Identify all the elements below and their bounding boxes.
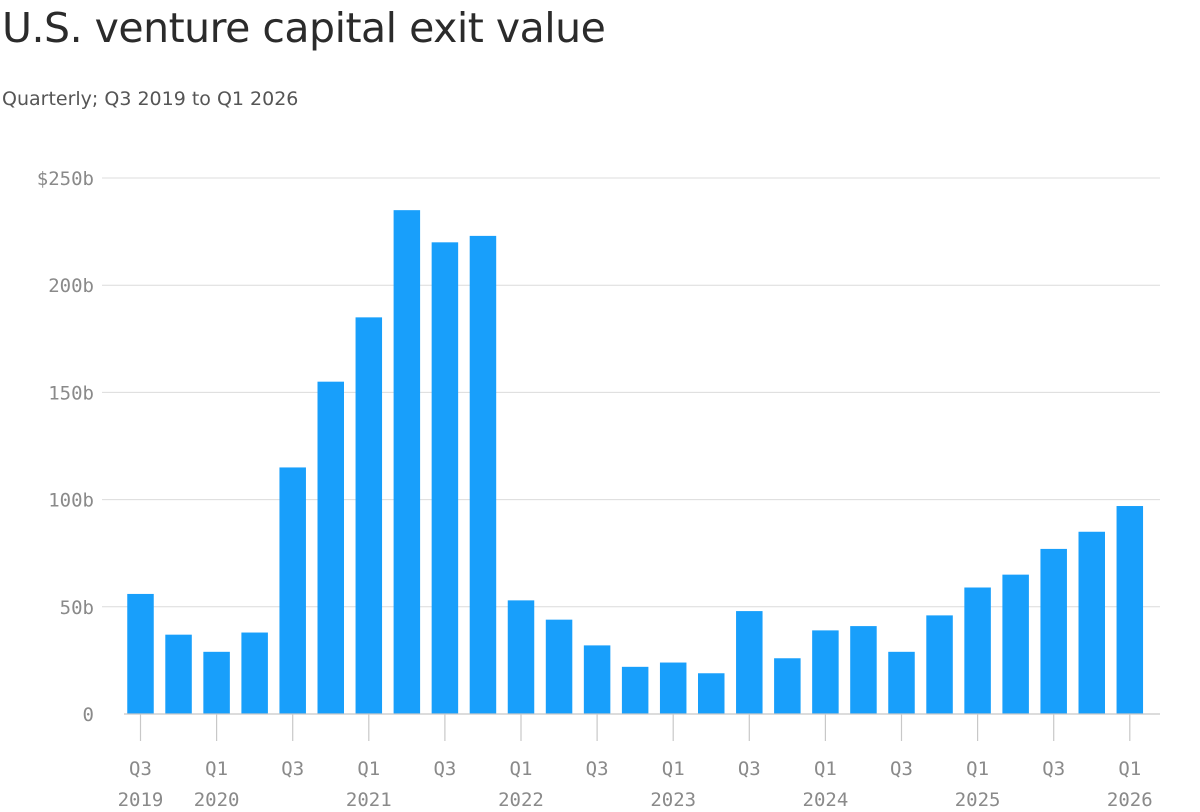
x-tick-year-label: 2022 [498,789,544,811]
bar: Q4 2025 [1078,531,1105,714]
chart-subtitle: Quarterly; Q3 2019 to Q1 2026 [2,88,299,110]
x-tick-quarter-label: Q3 [738,758,761,780]
y-tick-label: $250b [37,168,94,190]
bar: Q4 2024 [926,615,953,714]
y-tick-label: 100b [48,490,94,512]
x-tick-year-label: 2021 [346,789,392,811]
x-tick-quarter-label: Q1 [510,758,533,780]
bar: Q2 2023 [698,673,725,714]
x-tick-quarter-label: Q3 [1042,758,1065,780]
x-tick-year-label: 2026 [1107,789,1153,811]
x-tick-year-label: 2025 [955,789,1001,811]
bar: Q1 2025 [964,587,991,714]
bar: Q3 2020 [279,467,306,714]
bar: Q4 2019 [165,634,192,714]
x-tick-quarter-label: Q1 [814,758,837,780]
bar: Q3 2023 [736,611,763,714]
x-tick-quarter-label: Q1 [966,758,989,780]
y-tick-label: 200b [48,275,94,297]
x-tick-year-label: 2020 [194,789,240,811]
y-tick-label: 0 [83,704,94,726]
bar: Q1 2023 [659,662,687,714]
x-tick-quarter-label: Q3 [129,758,152,780]
bar: Q3 2019 [127,593,154,714]
gridlines [102,177,1160,608]
x-tick-quarter-label: Q1 [205,758,228,780]
bar: Q1 2026 [1116,506,1144,714]
bar: Q1 2022 [507,600,535,714]
x-tick-year-label: 2023 [650,789,696,811]
bar: Q2 2020 [241,632,268,714]
x-tick-quarter-label: Q1 [1118,758,1141,780]
bar: Q3 2022 [583,645,611,714]
bar: Q1 2020 [203,651,230,714]
bar: Q4 2021 [469,235,497,714]
bar: Q1 2021 [355,317,383,714]
bar: Q4 2020 [317,381,344,714]
x-tick-quarter-label: Q3 [586,758,609,780]
bar: Q2 2025 [1002,574,1029,714]
bar: Q3 2024 [888,651,915,714]
bar: Q2 2021 [393,210,421,714]
y-tick-label: 150b [48,382,94,404]
bar: Q2 2024 [850,626,877,714]
x-axis: Q3 2019 Q1 2020 Q3 Q1 2021 Q3 Q1 2022 Q3 Q1 2023 Q3 Q1… [118,713,1160,811]
bar: Q4 2022 [621,666,649,714]
y-axis-labels: 0 50b 100b 150b 200b $250b [37,168,94,726]
x-tick-year-label: 2019 [118,789,164,811]
x-tick-quarter-label: Q3 [890,758,913,780]
x-tick-quarter-label: Q1 [662,758,685,780]
x-tick-quarter-label: Q1 [357,758,380,780]
x-tick-quarter-label: Q3 [433,758,456,780]
x-tick-year-label: 2024 [803,789,849,811]
x-tick-quarter-label: Q3 [281,758,304,780]
bar: Q3 2025 [1040,548,1067,714]
bar: Q1 2024 [812,630,839,714]
bar: Q3 2021 [431,242,459,714]
bars: Q3 2019 Q4 2019 Q1 2020 Q2 2020 Q3 2020 Q4 20… [127,210,1144,714]
y-tick-label: 50b [60,597,94,619]
chart-title: U.S. venture capital exit value [2,4,606,52]
bar: Q4 2023 [774,658,801,714]
bar: Q2 2022 [545,619,573,714]
